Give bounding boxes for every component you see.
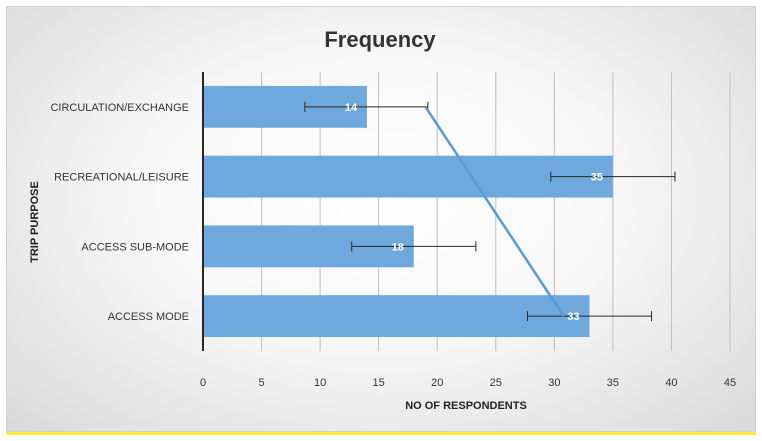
category-label-3: ACCESS MODE: [108, 311, 189, 323]
bar-3: [203, 295, 590, 338]
data-label-3: 33: [567, 311, 579, 323]
x-tick-label-0: 0: [200, 377, 206, 389]
x-tick-label-6: 30: [548, 377, 560, 389]
highlight-underline: [6, 432, 756, 435]
x-axis-title: NO OF RESPONDENTS: [405, 400, 527, 412]
data-label-1: 35: [591, 172, 603, 184]
chart-area: [6, 6, 756, 432]
y-axis-title: TRIP PURPOSE: [29, 181, 41, 263]
category-label-0: CIRCULATION/EXCHANGE: [50, 102, 189, 114]
x-tick-label-3: 15: [373, 377, 385, 389]
x-tick-label-9: 45: [724, 377, 736, 389]
data-label-0: 14: [345, 102, 358, 114]
x-tick-label-5: 25: [490, 377, 502, 389]
bar-1: [203, 155, 613, 198]
x-tick-label-4: 20: [431, 377, 443, 389]
trendline: [424, 106, 565, 317]
category-label-2: ACCESS SUB-MODE: [81, 241, 189, 253]
x-tick-label-2: 10: [314, 377, 326, 389]
data-label-2: 18: [392, 241, 404, 253]
x-tick-label-1: 5: [258, 377, 264, 389]
x-tick-label-8: 40: [665, 377, 677, 389]
x-tick-label-7: 35: [607, 377, 619, 389]
chart-title: Frequency: [324, 27, 436, 52]
category-label-1: RECREATIONAL/LEISURE: [54, 172, 189, 184]
